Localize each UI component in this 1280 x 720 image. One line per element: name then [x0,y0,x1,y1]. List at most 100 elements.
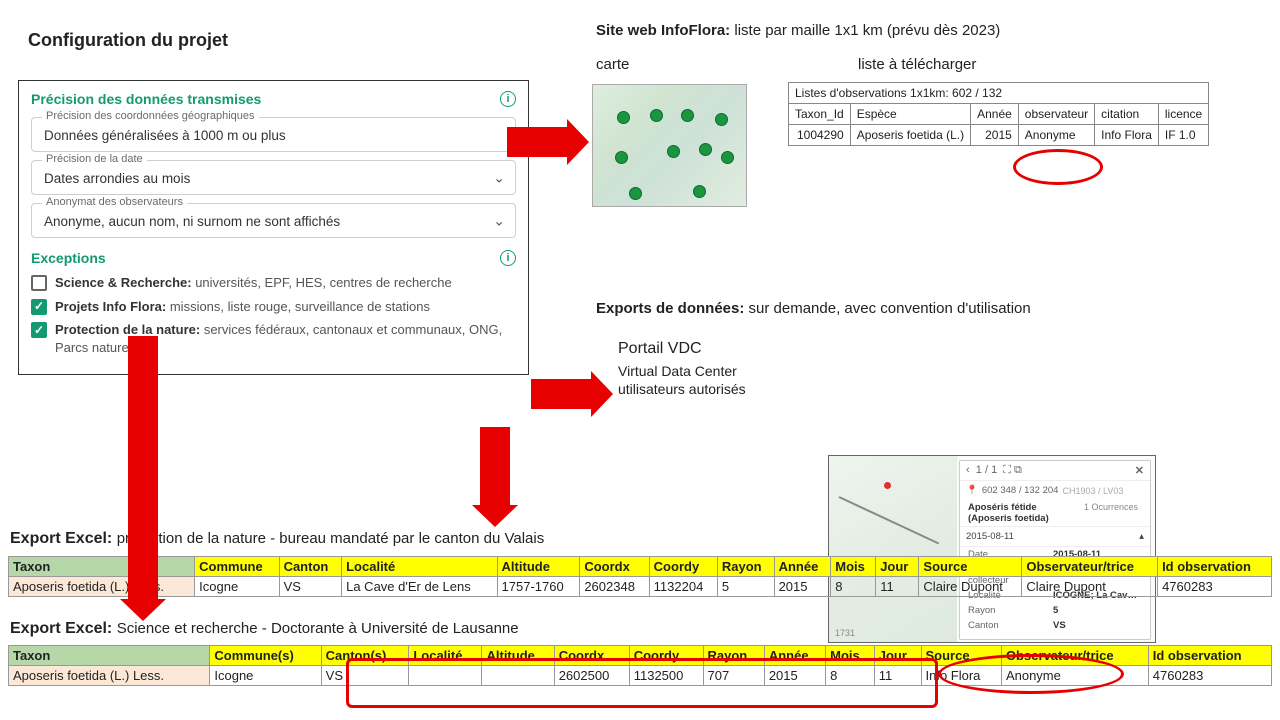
field-coords-value: Données généralisées à 1000 m ou plus [44,128,503,143]
vdc-species: 1 Ocurrences Aposéris fétide (Aposeris f… [960,500,1150,526]
xl-cell: 4760283 [1148,666,1271,686]
chevron-down-icon: ⌄ [493,169,505,186]
obs-caption: Listes d'observations 1x1km: 602 / 132 [789,83,1209,104]
obs-cell: IF 1.0 [1158,125,1208,146]
xl-header: Altitude [497,557,580,577]
xl-cell: 2015 [764,666,825,686]
xl-cell [409,666,482,686]
checkbox[interactable] [31,322,47,338]
map-dot [629,187,642,200]
map-dot [721,151,734,164]
vdc-kv-row: Rayon5 [960,603,1150,618]
config-panel: Précision des données transmises i Préci… [18,80,529,375]
xl-cell: Aposeris foetida (L.) Less. [9,666,210,686]
list-label: liste à télécharger [858,56,976,73]
xl-cell: 11 [874,666,921,686]
panel-precision-title: Précision des données transmises i [31,91,516,107]
xl-cell: 1132204 [649,577,717,597]
xl-header: Coordy [629,646,703,666]
xl-cell: 1132500 [629,666,703,686]
site-heading-bold: Site web InfoFlora: [596,22,730,39]
vdc-scale: 1731 [835,628,855,638]
exception-row: Projets Info Flora: missions, liste roug… [31,298,516,316]
xl-cell [482,666,554,686]
xl-cell: Claire Dupont [1022,577,1158,597]
xl-header: Mois [826,646,875,666]
panel-precision-title-text: Précision des données transmises [31,91,261,107]
vdc-sub2: utilisateurs autorisés [618,381,746,397]
xl-header: Taxon [9,646,210,666]
obs-header: Année [971,104,1019,125]
xl-cell: VS [279,577,342,597]
field-anon-value: Anonyme, aucun nom, ni surnom ne sont af… [44,214,503,229]
xl2-table: TaxonCommune(s)Canton(s)LocalitéAltitude… [8,645,1272,686]
exports-heading-rest: sur demande, avec convention d'utilisati… [744,300,1030,317]
vdc-title: Portail VDC [618,340,702,358]
vdc-topbar: ‹ 1 / 1 ⛶ ⧉ ✕ [960,461,1150,481]
xl1-table: TaxonCommuneCantonLocalitéAltitudeCoordx… [8,556,1272,597]
map-dot [615,151,628,164]
info-icon[interactable]: i [500,91,516,107]
vdc-pin-icon [884,482,891,489]
map-label: carte [596,56,629,73]
xl-cell: Info Flora [921,666,1001,686]
xl-cell: Claire Dupont [919,577,1022,597]
highlight-ellipse [1013,149,1103,185]
xl-cell: 1757-1760 [497,577,580,597]
map-dot [699,143,712,156]
obs-cell: Anonyme [1018,125,1094,146]
exception-row: Science & Recherche: universités, EPF, H… [31,274,516,292]
xl-header: Jour [876,557,919,577]
field-date-value: Dates arrondies au mois [44,171,503,186]
vdc-kv-row: CantonVS [960,618,1150,633]
field-date[interactable]: Précision de la date Dates arrondies au … [31,160,516,195]
xl-cell: 8 [826,666,875,686]
xl-header: Taxon [9,557,195,577]
field-date-legend: Précision de la date [42,153,147,165]
xl-cell: 2602348 [580,577,649,597]
close-icon[interactable]: ✕ [1135,464,1144,477]
xl-header: Année [764,646,825,666]
vdc-coords: 📍 602 348 / 132 204 CH1903 / LV03 [960,481,1150,500]
vdc-map-bg [829,456,957,642]
xl-header: Canton [279,557,342,577]
xl-header: Altitude [482,646,554,666]
xl-header: Rayon [717,557,774,577]
field-anon[interactable]: Anonymat des observateurs Anonyme, aucun… [31,203,516,238]
vdc-card: 1731 ‹ 1 / 1 ⛶ ⧉ ✕ 📍 602 348 / 132 204 C… [828,455,1156,643]
xl-header: Source [921,646,1001,666]
xl-cell: VS [321,666,409,686]
xl-header: Année [774,557,831,577]
field-coords[interactable]: Précision des coordonnées géographiques … [31,117,516,152]
xl-header: Localité [409,646,482,666]
exceptions-title: Exceptions i [31,250,516,266]
obs-cell: Aposeris foetida (L.) [850,125,970,146]
xl-header: Source [919,557,1022,577]
obs-table: Listes d'observations 1x1km: 602 / 132 T… [788,82,1209,146]
obs-cell: 2015 [971,125,1019,146]
xl-header: Coordx [554,646,629,666]
location-pin-icon: 📍 [966,485,978,496]
xl-header: Coordx [580,557,649,577]
exception-label: Science & Recherche: universités, EPF, H… [55,274,452,292]
info-icon[interactable]: i [500,250,516,266]
xl-header: Id observation [1158,557,1272,577]
obs-header: Taxon_Id [789,104,851,125]
map-dot [617,111,630,124]
chevron-down-icon: ⌄ [493,212,505,229]
map-dot [667,145,680,158]
xl-cell: 2602500 [554,666,629,686]
arrow-down [480,427,510,505]
xl-header: Id observation [1148,646,1271,666]
exception-row: Protection de la nature: services fédéra… [31,321,516,356]
obs-cell: 1004290 [789,125,851,146]
checkbox[interactable] [31,275,47,291]
xl-cell: Aposeris foetida (L.) Less. [9,577,195,597]
exports-heading: Exports de données: sur demande, avec co… [596,300,1031,317]
site-heading: Site web InfoFlora: liste par maille 1x1… [596,22,1000,39]
xl-cell: Icogne [195,577,279,597]
xl-header: Coordy [649,557,717,577]
xl-cell: 707 [703,666,764,686]
checkbox[interactable] [31,299,47,315]
exceptions-title-text: Exceptions [31,250,106,266]
